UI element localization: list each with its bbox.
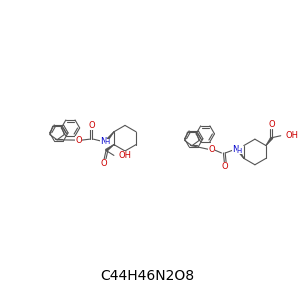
Polygon shape [105,144,114,152]
Text: O: O [268,120,275,129]
Polygon shape [266,137,273,146]
Text: H: H [105,139,110,145]
Text: C44H46N2O8: C44H46N2O8 [100,269,195,283]
Text: OH: OH [119,151,132,160]
Text: N: N [232,146,238,154]
Text: N: N [100,136,106,146]
Text: O: O [101,159,107,168]
Text: O: O [75,136,82,145]
Text: O: O [221,162,228,171]
Polygon shape [237,149,244,158]
Text: H: H [236,148,242,154]
Polygon shape [105,132,114,142]
Text: O: O [88,121,95,130]
Text: OH: OH [286,131,299,140]
Text: O: O [208,146,215,154]
